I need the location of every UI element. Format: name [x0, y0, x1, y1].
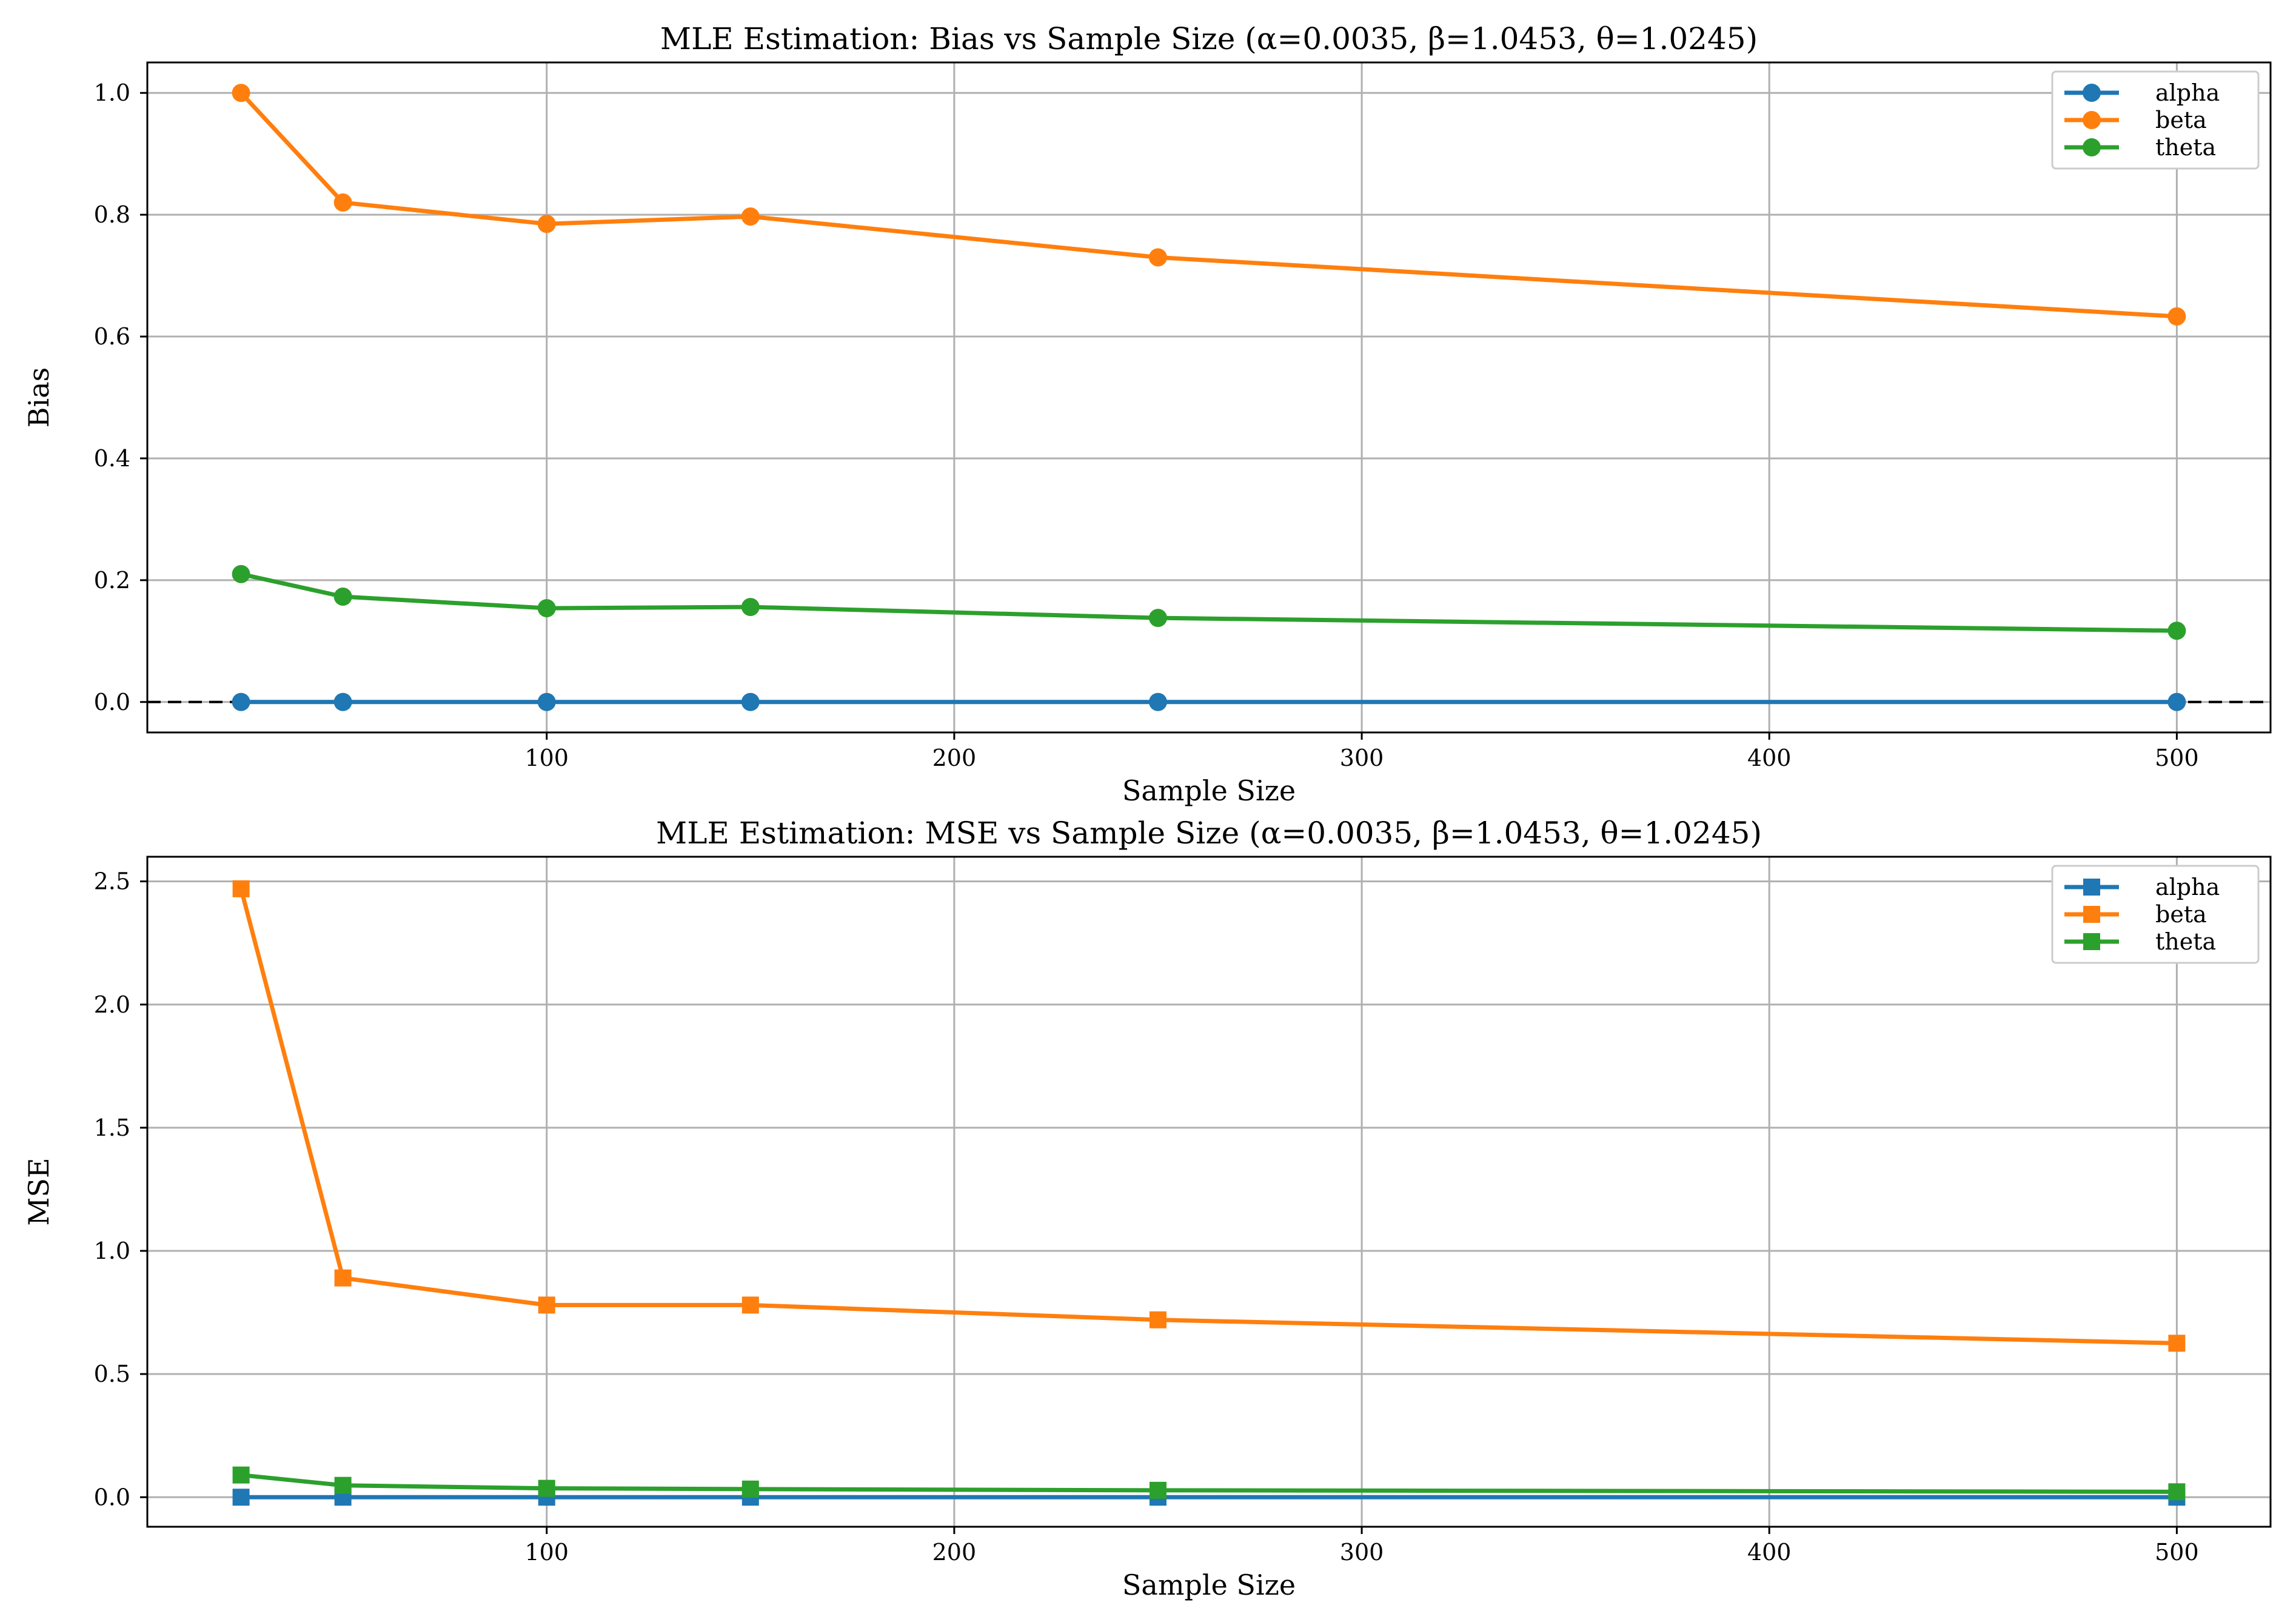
y-tick-label: 2.0 [94, 991, 130, 1018]
series-line-theta [241, 1473, 2177, 1494]
data-point-theta [741, 598, 760, 617]
legend-box [2051, 70, 2260, 170]
plot-frame [146, 61, 2272, 734]
series-line-beta [239, 91, 2177, 319]
data-point-beta [333, 193, 352, 212]
x-tick-label: 300 [1340, 745, 1384, 771]
y-tick-label: 1.5 [94, 1114, 130, 1141]
data-point-alpha [333, 692, 352, 711]
data-point-alpha [2167, 692, 2186, 711]
legend-marker-theta [2083, 933, 2100, 950]
series-line-theta [240, 572, 2177, 633]
x-axis-label: Sample Size [1122, 774, 1296, 807]
chart-title: MLE Estimation: Bias vs Sample Size (α=0… [660, 21, 1758, 56]
data-point-alpha [232, 692, 250, 711]
y-tick-label: 0.0 [94, 689, 130, 715]
x-tick-label: 300 [1340, 1539, 1384, 1566]
data-point-theta [1148, 609, 1167, 628]
x-tick-label: 400 [1747, 1539, 1792, 1566]
y-tick-label: 0.6 [94, 323, 130, 350]
x-axis-label: Sample Size [1122, 1569, 1296, 1601]
y-tick-label: 1.0 [94, 79, 130, 106]
series-line-beta [239, 888, 2177, 1345]
data-point-beta [232, 880, 250, 897]
legend-label-theta: theta [2155, 134, 2216, 161]
data-point-theta [333, 587, 352, 606]
data-point-theta [232, 1466, 250, 1484]
x-tick-label: 200 [932, 1539, 977, 1566]
x-tick-label: 500 [2155, 745, 2199, 771]
data-point-theta [1149, 1481, 1166, 1499]
data-point-theta [232, 564, 250, 583]
legend-label-alpha: alpha [2155, 874, 2220, 900]
data-point-theta [2168, 1483, 2186, 1501]
chart-title: MLE Estimation: MSE vs Sample Size (α=0.… [656, 816, 1762, 851]
x-tick-label: 200 [932, 745, 977, 771]
y-axis-label: Bias [22, 367, 55, 428]
data-point-theta [537, 599, 556, 618]
y-tick-label: 0.0 [94, 1484, 130, 1510]
data-point-beta [2168, 1335, 2186, 1352]
legend-label-alpha: alpha [2155, 79, 2220, 106]
x-tick-label: 500 [2155, 1539, 2199, 1566]
y-axis-label: MSE [22, 1157, 55, 1225]
data-point-beta [741, 1296, 759, 1314]
legend-marker-beta [2083, 906, 2100, 923]
x-tick-label: 400 [1747, 745, 1792, 771]
data-point-theta [334, 1476, 352, 1494]
legend-label-theta: theta [2155, 928, 2216, 955]
data-point-beta [2167, 307, 2186, 326]
data-point-beta [334, 1269, 352, 1287]
plot-frame [146, 856, 2272, 1528]
data-point-theta [741, 1480, 759, 1498]
data-point-theta [2167, 621, 2186, 640]
data-point-beta [1148, 248, 1167, 267]
chart-0: 100 200 300 400 500 0.0 0.2 0.4 0.6 0.8 1.0 MLE Est… [22, 21, 2272, 807]
legend-marker-alpha [2083, 84, 2101, 102]
chart-1: 100 200 300 400 500 0.0 0.5 1.0 1.5 2.0 2.5 MLE Est… [22, 816, 2272, 1601]
y-tick-label: 1.0 [94, 1238, 130, 1264]
y-tick-label: 0.5 [94, 1361, 130, 1387]
legend-label-beta: beta [2155, 901, 2207, 928]
data-point-beta [741, 207, 760, 226]
data-point-alpha [1148, 692, 1167, 711]
data-point-beta [538, 1296, 555, 1314]
data-point-alpha [232, 1489, 250, 1506]
data-point-theta [538, 1479, 555, 1497]
y-tick-label: 0.8 [94, 201, 130, 228]
x-tick-label: 100 [524, 1539, 569, 1566]
data-point-beta [232, 84, 250, 102]
legend-label-beta: beta [2155, 107, 2207, 133]
x-tick-label: 100 [524, 745, 569, 771]
y-tick-label: 0.2 [94, 567, 130, 594]
legend-marker-theta [2083, 138, 2101, 156]
data-point-alpha [537, 692, 556, 711]
data-point-beta [537, 215, 556, 233]
y-tick-label: 2.5 [94, 868, 130, 895]
legend-marker-alpha [2083, 879, 2100, 896]
data-point-alpha [741, 692, 760, 711]
legend-marker-beta [2083, 111, 2101, 129]
y-tick-label: 0.4 [94, 445, 130, 472]
legend-box [2051, 865, 2260, 964]
data-point-beta [1149, 1311, 1166, 1328]
